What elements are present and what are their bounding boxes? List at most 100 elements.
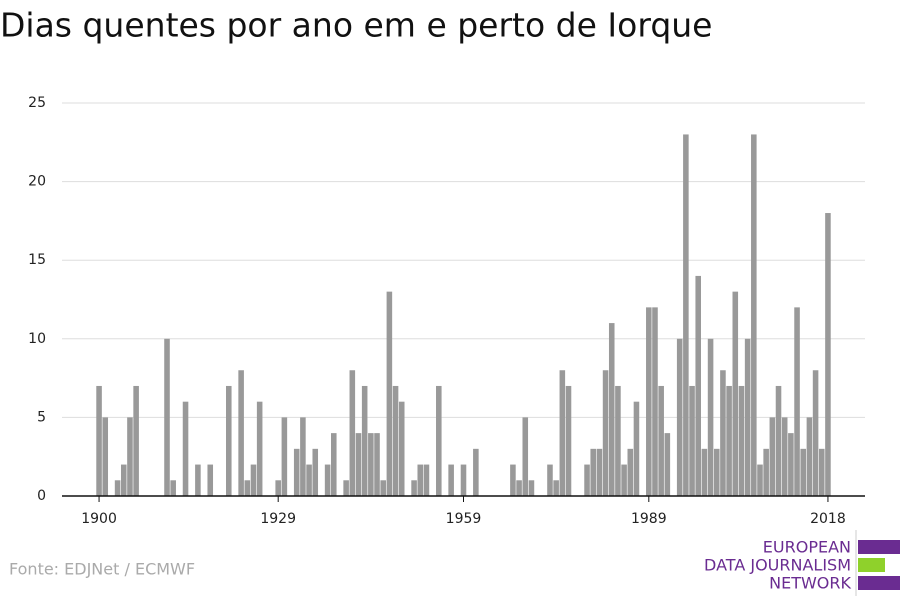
bar	[565, 385, 572, 496]
bar	[392, 385, 399, 496]
logo-bar	[858, 576, 900, 590]
bar	[707, 338, 714, 496]
bar	[120, 464, 127, 496]
y-tick-label: 5	[37, 409, 46, 425]
bar	[676, 338, 683, 496]
bar	[757, 464, 763, 496]
bar	[701, 448, 708, 496]
bar	[726, 385, 732, 496]
bar	[664, 433, 671, 496]
bar	[331, 433, 337, 496]
bar	[281, 417, 288, 496]
bar	[713, 448, 720, 496]
bar	[781, 417, 788, 496]
bar	[510, 464, 516, 496]
bar	[559, 370, 566, 496]
bar	[355, 433, 362, 496]
x-tick-label: 1900	[81, 511, 117, 527]
bar	[800, 448, 807, 496]
bar	[170, 480, 176, 496]
bar	[683, 134, 689, 496]
y-tick-label: 0	[37, 488, 46, 504]
bar	[293, 448, 300, 496]
bar	[633, 401, 640, 496]
bar	[608, 323, 615, 496]
bar	[386, 291, 393, 496]
logo: EUROPEAN DATA JOURNALISM NETWORK	[704, 530, 900, 596]
bar	[590, 448, 596, 496]
bar	[133, 385, 139, 496]
bar	[411, 480, 417, 496]
bar	[522, 417, 529, 496]
bar	[553, 480, 559, 496]
bar	[751, 134, 757, 496]
bar	[96, 385, 102, 496]
bar	[300, 417, 306, 496]
bar	[417, 464, 424, 496]
bar	[374, 433, 380, 496]
logo-bar	[858, 540, 900, 554]
bar	[547, 464, 553, 496]
bar	[275, 480, 281, 496]
bar	[312, 448, 319, 496]
bar	[596, 448, 603, 496]
x-tick-label: 1929	[260, 511, 296, 527]
bar	[164, 338, 170, 496]
y-tick-label: 15	[28, 252, 46, 268]
bar	[306, 464, 312, 496]
bar	[238, 370, 244, 496]
bar	[825, 213, 831, 497]
bar	[738, 385, 745, 496]
bar	[423, 464, 430, 496]
bar	[398, 401, 405, 496]
x-tick-label: 1989	[631, 511, 667, 527]
bar	[361, 385, 368, 496]
bar	[256, 401, 263, 496]
bar	[812, 370, 819, 496]
bar	[195, 464, 201, 496]
bar	[627, 448, 634, 496]
bar	[460, 464, 467, 496]
bar	[225, 385, 232, 496]
logo-text: EUROPEAN	[763, 538, 851, 557]
bar	[114, 480, 121, 496]
bar	[349, 370, 356, 496]
chart-title: Dias quentes por ano em e perto de Iorqu…	[0, 6, 712, 45]
bar	[720, 370, 726, 496]
bar	[689, 385, 695, 496]
bar	[324, 464, 331, 496]
bar	[658, 385, 664, 496]
bar	[602, 370, 609, 496]
bar	[368, 433, 374, 496]
logo-bar	[858, 558, 885, 572]
bar	[794, 307, 800, 496]
bar	[695, 275, 702, 496]
bar	[769, 417, 776, 496]
bar	[250, 464, 257, 496]
bar	[380, 480, 386, 496]
bar	[652, 307, 658, 496]
bar	[473, 448, 479, 496]
source: Fonte: EDJNet / ECMWF	[9, 560, 195, 579]
bar	[806, 417, 813, 496]
bar	[102, 417, 109, 496]
bar	[207, 464, 214, 496]
bar	[127, 417, 133, 496]
logo-text: NETWORK	[769, 574, 851, 593]
bar	[182, 401, 189, 496]
bar	[448, 464, 454, 496]
bar	[615, 385, 621, 496]
bar	[763, 448, 769, 496]
bar	[818, 448, 825, 496]
bar	[775, 385, 782, 496]
bar	[732, 291, 739, 496]
bar	[516, 480, 522, 496]
bar	[788, 433, 794, 496]
bar	[343, 480, 349, 496]
logo-text: DATA JOURNALISM	[704, 556, 851, 575]
x-tick-label: 2018	[810, 511, 846, 527]
x-tick-label: 1959	[446, 511, 482, 527]
bar	[646, 307, 652, 496]
y-tick-label: 20	[28, 174, 46, 190]
